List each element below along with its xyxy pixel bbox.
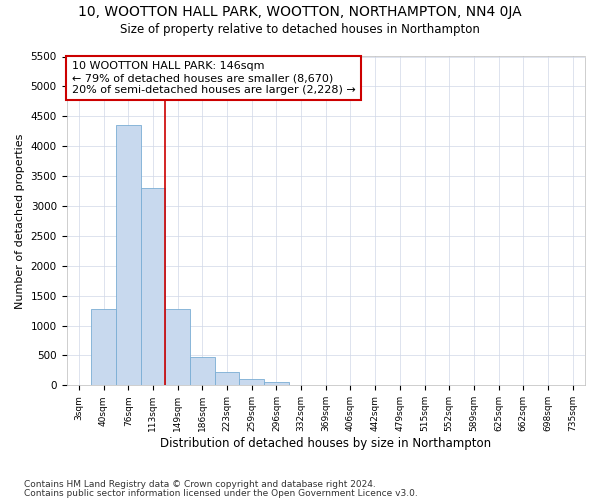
Text: Contains public sector information licensed under the Open Government Licence v3: Contains public sector information licen… [24, 490, 418, 498]
Bar [140, 188, 165, 386]
Bar [91, 309, 116, 386]
Bar [190, 356, 215, 386]
Bar [215, 372, 239, 386]
Text: 10, WOOTTON HALL PARK, WOOTTON, NORTHAMPTON, NN4 0JA: 10, WOOTTON HALL PARK, WOOTTON, NORTHAMP… [78, 5, 522, 19]
Bar [239, 380, 264, 386]
Text: 10 WOOTTON HALL PARK: 146sqm
← 79% of detached houses are smaller (8,670)
20% of: 10 WOOTTON HALL PARK: 146sqm ← 79% of de… [72, 62, 355, 94]
Text: Contains HM Land Registry data © Crown copyright and database right 2024.: Contains HM Land Registry data © Crown c… [24, 480, 376, 489]
Bar [116, 126, 140, 386]
X-axis label: Distribution of detached houses by size in Northampton: Distribution of detached houses by size … [160, 437, 491, 450]
Bar [165, 309, 190, 386]
Y-axis label: Number of detached properties: Number of detached properties [15, 133, 25, 308]
Text: Size of property relative to detached houses in Northampton: Size of property relative to detached ho… [120, 22, 480, 36]
Bar [264, 382, 289, 386]
